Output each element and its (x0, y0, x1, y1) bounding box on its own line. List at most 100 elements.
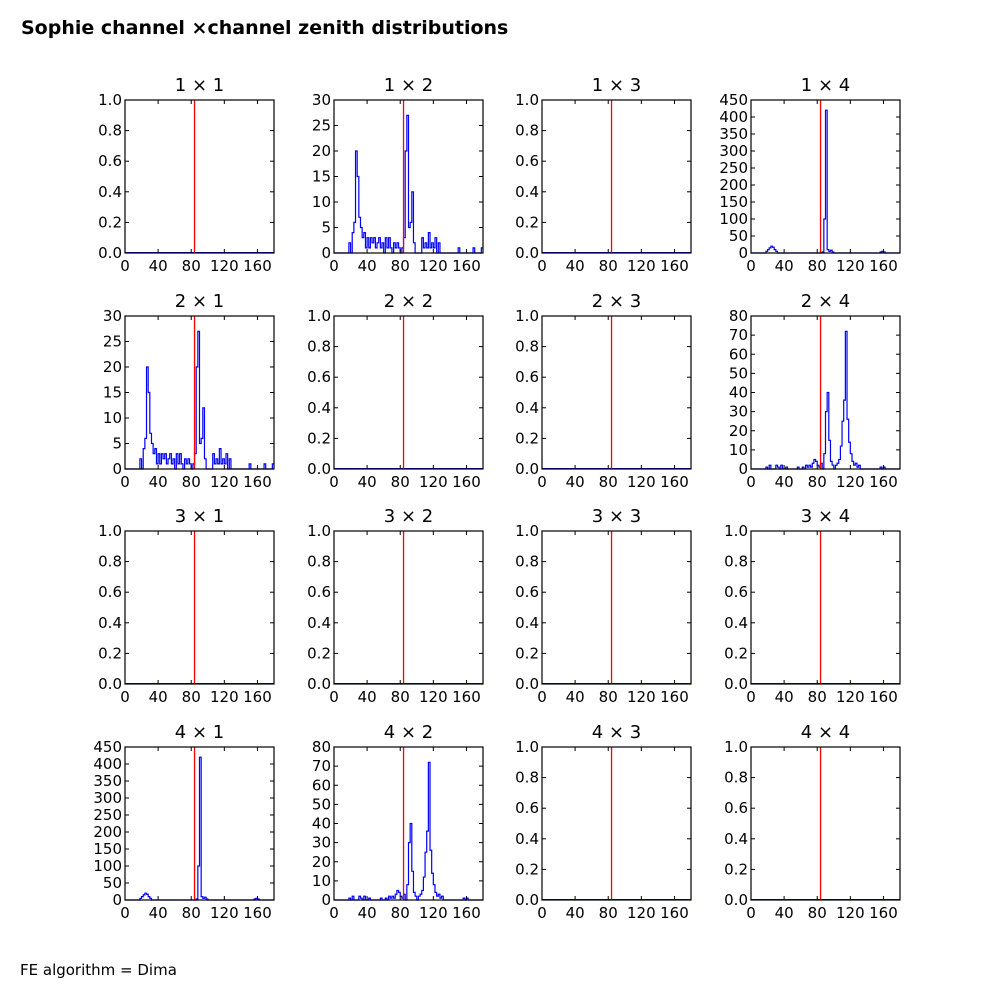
y-tick-label: 10 (729, 441, 748, 459)
y-tick-label: 0.0 (724, 675, 748, 693)
x-tick-label: 40 (566, 904, 585, 922)
x-tick-label: 80 (599, 473, 618, 491)
panel-title: 2 × 3 (592, 291, 641, 312)
x-tick-label: 40 (775, 904, 794, 922)
panel-2x3: 2 × 3 0 40 80 120 160 0.0 0.2 0.4 0.6 0.8 1.0 (515, 291, 692, 491)
x-tick-label: 160 (243, 688, 272, 706)
panel-title: 3 × 3 (592, 506, 641, 527)
x-tick-label: 120 (836, 257, 865, 275)
y-tick-label: 0.4 (98, 614, 122, 632)
y-tick-label: 80 (312, 738, 331, 756)
y-tick-label: 250 (719, 159, 748, 177)
y-tick-label: 0.4 (515, 830, 539, 848)
panel-1x3: 1 × 3 0 40 80 120 160 0.0 0.2 0.4 0.6 0.8 1.0 (515, 75, 692, 275)
y-tick-label: 60 (729, 345, 748, 363)
y-tick-label: 150 (719, 193, 748, 211)
y-tick-label: 0.8 (515, 338, 539, 356)
panel-title: 1 × 1 (175, 75, 224, 96)
y-tick-label: 50 (729, 364, 748, 382)
y-tick-label: 5 (321, 219, 331, 237)
x-tick-label: 160 (869, 257, 898, 275)
y-tick-label: 30 (103, 307, 122, 325)
y-tick-label: 0.2 (98, 213, 122, 231)
y-tick-label: 30 (312, 834, 331, 852)
y-tick-label: 40 (729, 384, 748, 402)
panel-2x2: 2 × 2 0 40 80 120 160 0.0 0.2 0.4 0.6 0.8 1.0 (307, 291, 484, 491)
histogram-line (125, 330, 274, 470)
histogram-line (751, 330, 900, 470)
y-tick-label: 0.0 (307, 675, 331, 693)
panel-title: 4 × 3 (592, 722, 641, 743)
panel-4x1: 4 × 10 40 80 120 160050100150200250300350400… (93, 722, 275, 922)
y-tick-label: 1.0 (515, 91, 539, 109)
y-tick-label: 300 (93, 789, 122, 807)
y-tick-label: 70 (312, 757, 331, 775)
y-tick-label: 70 (729, 326, 748, 344)
y-tick-label: 0.6 (98, 583, 122, 601)
y-tick-label: 100 (93, 857, 122, 875)
panel-4x4: 4 × 4 0 40 80 120 160 0.0 0.2 0.4 0.6 0.8 1.0 (724, 722, 901, 922)
x-tick-label: 0 (329, 904, 339, 922)
x-tick-label: 0 (537, 473, 547, 491)
y-tick-label: 0 (738, 244, 748, 262)
x-tick-label: 80 (182, 473, 201, 491)
y-tick-label: 1.0 (98, 522, 122, 540)
axes-frame (541, 530, 692, 685)
x-tick-label: 80 (599, 904, 618, 922)
histogram-line (334, 114, 483, 254)
panel-title: 2 × 1 (175, 291, 224, 312)
panel-3x1: 3 × 1 0 40 80 120 160 0.0 0.2 0.4 0.6 0.8 1.0 (98, 506, 275, 706)
panel-4x3: 4 × 3 0 40 80 120 160 0.0 0.2 0.4 0.6 0.8 1.0 (515, 722, 692, 922)
y-tick-label: 0.6 (98, 152, 122, 170)
y-tick-label: 80 (729, 307, 748, 325)
x-tick-label: 0 (746, 688, 756, 706)
panel-3x4: 3 × 4 0 40 80 120 160 0.0 0.2 0.4 0.6 0.8 1.0 (724, 506, 901, 706)
x-tick-label: 0 (746, 473, 756, 491)
x-tick-label: 120 (836, 473, 865, 491)
y-tick-label: 30 (312, 91, 331, 109)
y-tick-label: 200 (719, 176, 748, 194)
y-tick-label: 25 (103, 333, 122, 351)
x-tick-label: 80 (391, 904, 410, 922)
panel-1x1: 1 × 1 0 40 80 120 160 0.0 0.2 0.4 0.6 0.8 1.0 (98, 75, 275, 275)
panel-title: 3 × 2 (384, 506, 433, 527)
x-tick-label: 80 (808, 257, 827, 275)
y-tick-label: 50 (103, 874, 122, 892)
y-tick-label: 0.0 (98, 675, 122, 693)
x-tick-label: 120 (419, 904, 448, 922)
x-tick-label: 80 (599, 688, 618, 706)
y-tick-label: 0.6 (515, 368, 539, 386)
figure-title: Sophie channel ×channel zenith distribut… (21, 17, 509, 39)
y-tick-label: 0.4 (98, 183, 122, 201)
y-tick-label: 300 (719, 142, 748, 160)
histogram-line (334, 761, 483, 901)
y-tick-label: 10 (103, 409, 122, 427)
x-tick-label: 80 (182, 257, 201, 275)
x-tick-label: 0 (120, 257, 130, 275)
y-tick-label: 0 (738, 460, 748, 478)
x-tick-label: 120 (210, 257, 239, 275)
x-tick-label: 160 (452, 473, 481, 491)
y-tick-label: 0.0 (515, 675, 539, 693)
x-tick-label: 160 (660, 904, 689, 922)
y-tick-label: 200 (93, 823, 122, 841)
panel-title: 1 × 4 (801, 75, 850, 96)
x-tick-label: 40 (566, 257, 585, 275)
x-tick-label: 160 (243, 257, 272, 275)
x-tick-label: 80 (182, 688, 201, 706)
panel-title: 1 × 2 (384, 75, 433, 96)
y-tick-label: 400 (93, 755, 122, 773)
x-tick-label: 160 (660, 257, 689, 275)
y-tick-label: 0.4 (515, 399, 539, 417)
y-tick-label: 30 (729, 403, 748, 421)
y-tick-label: 0.2 (307, 644, 331, 662)
y-tick-label: 400 (719, 108, 748, 126)
panel-title: 4 × 1 (175, 722, 224, 743)
y-tick-label: 0.4 (724, 614, 748, 632)
x-tick-label: 40 (149, 473, 168, 491)
panel-title: 2 × 4 (801, 291, 850, 312)
x-tick-label: 0 (537, 257, 547, 275)
